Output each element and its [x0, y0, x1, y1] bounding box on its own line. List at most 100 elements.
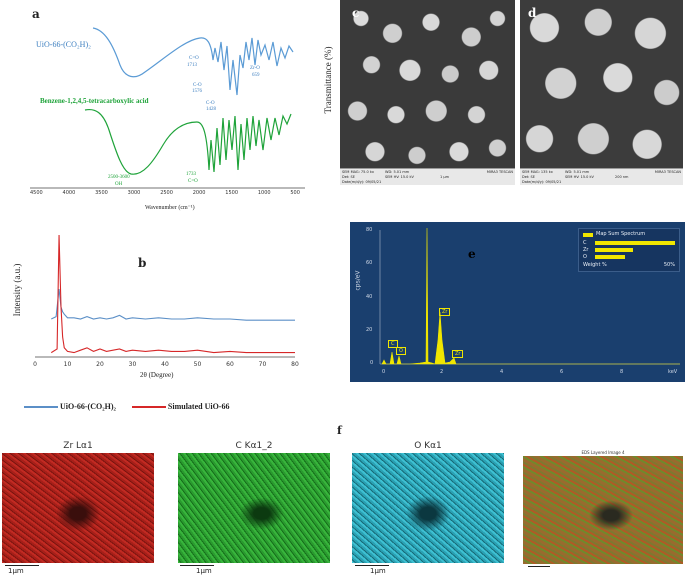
sem-c-det: Det: SE [342, 175, 355, 179]
ftir-x-tick: 3000 [127, 190, 141, 196]
xrd-x-tick-label: 0 [33, 361, 37, 368]
edx-spectrum [379, 227, 680, 365]
map-scale-c: 1μm [196, 567, 212, 575]
edx-y-tick: 0 [370, 360, 374, 366]
edx-y-tick: 20 [366, 327, 373, 333]
map-c [178, 453, 330, 563]
edx-peak-zr: Zr [439, 308, 451, 316]
panel-label-b: b [138, 256, 147, 270]
ftir-x-tick: 4500 [30, 190, 43, 196]
ftir-annot-659: 659 [252, 73, 260, 78]
panel-label-c: c [352, 6, 360, 20]
map-o [352, 453, 504, 563]
ftir-annot-1428: 1428 [206, 107, 216, 112]
ftir-x-tick: 4000 [62, 190, 76, 196]
xrd-x-tick-label: 70 [259, 361, 267, 368]
map-scale-o: 1μm [370, 567, 386, 575]
edx-y-label: cps/eV [354, 270, 362, 291]
sem-c-brand: MIRA3 TESCAN [486, 170, 513, 174]
map-title-layered: EDS Layered Image 4 [581, 450, 625, 455]
sem-info-bar-d: SEM MAG: 135 kx Det: SE Date(m/d/y): 09/… [520, 168, 683, 185]
edx-panel: cps/eV 80 60 40 20 0 0 2 4 6 8 keV C O Z… [350, 222, 685, 382]
sem-d-scale: 200 nm [615, 175, 629, 179]
edx-x-tick: 4 [500, 369, 504, 375]
legend-swatch-uio66-co2h2 [24, 406, 58, 409]
edx-legend: Map Sum Spectrum C Zr O Weight % 50% [578, 228, 680, 272]
ftir-y-label: Transmittance (%) [323, 46, 333, 114]
edx-legend-swatch [583, 233, 593, 237]
ftir-x-tick: 500 [290, 190, 300, 196]
sem-c-date: Date(m/d/y): 09/05/21 [342, 180, 382, 184]
legend-label-uio66-co2h2: UiO-66-(CO₂H)₂ [60, 402, 116, 411]
legend-swatch-simulated [131, 406, 166, 409]
ftir-top-series-label: UiO-66-(CO₂H)₂ [36, 40, 91, 49]
sem-image-c: c SEM MAG: 75.0 kx Det: SE Date(m/d/y): … [340, 0, 515, 185]
sem-d-mag: SEM MAG: 135 kx [522, 170, 553, 174]
ftir-annot-oh: OH [115, 182, 123, 187]
xrd-x-tick-label: 80 [291, 361, 299, 368]
ftir-annot-1713: 1713 [187, 63, 197, 68]
ftir-x-tick: 3500 [95, 190, 108, 196]
ftir-x-tick: 1000 [257, 190, 271, 196]
xrd-x-tick-label: 50 [194, 361, 202, 368]
edx-weight-label: Weight % [583, 262, 607, 268]
xrd-x-tick-label: 60 [226, 361, 234, 368]
ftir-annot-co: C=O [189, 56, 199, 61]
xrd-x-tick-label: 40 [161, 361, 169, 368]
edx-y-tick: 40 [366, 294, 373, 300]
edx-x-tick: 2 [440, 369, 444, 375]
edx-legend-bar-zr [595, 248, 633, 252]
edx-legend-el-zr: Zr [583, 247, 589, 253]
ftir-annot-1576: 1576 [192, 89, 202, 94]
sem-c-scale: 1 μm [440, 175, 449, 179]
edx-legend-bar-c [595, 241, 675, 245]
xrd-x-tick-label: 10 [64, 361, 72, 368]
map-title-o: O Kα1 [414, 441, 442, 451]
sem-d-hv: SEM HV: 15.0 kV [565, 175, 594, 179]
xrd-series-simulated [50, 234, 295, 354]
edx-weight-value: 50% [663, 262, 675, 268]
ftir-bottom-curve [84, 108, 292, 175]
sem-c-wd: WD: 5.01 mm [385, 170, 410, 174]
ftir-x-ticks: 4500 4000 3500 3000 2500 2000 1500 1000 … [30, 190, 300, 196]
edx-x-tick: 8 [620, 369, 624, 375]
ftir-annot-co3: C-O [206, 101, 215, 106]
map-scale-bar-layered [528, 566, 550, 567]
edx-x-tick: 6 [560, 369, 564, 375]
edx-peaks [381, 227, 680, 365]
map-scale-bar-zr [5, 565, 39, 566]
xrd-x-tick-label: 30 [129, 361, 137, 368]
map-title-c: C Kα1_2 [235, 441, 273, 451]
ftir-annot-zro: Zr-O [250, 66, 260, 71]
edx-peak-c: C [388, 340, 398, 348]
map-layered [523, 456, 683, 564]
map-title-zr: Zr Lα1 [63, 441, 93, 451]
ftir-x-label: Wavenumber (cm⁻¹) [145, 205, 195, 211]
map-scale-zr: 1μm [8, 567, 24, 575]
map-zr [2, 453, 154, 563]
sem-d-det: Det: SE [522, 175, 535, 179]
sem-d-date: Date(m/d/y): 09/05/21 [522, 180, 562, 184]
map-scale-bar-c [180, 565, 214, 566]
xrd-series-uio66-co2h2 [51, 288, 295, 321]
sem-info-bar-c: SEM MAG: 75.0 kx Det: SE Date(m/d/y): 09… [340, 168, 515, 185]
edx-peak-zr-2: Zr [452, 350, 464, 358]
sem-d-brand: MIRA3 TESCAN [654, 170, 681, 174]
edx-peak-o: O [396, 347, 406, 355]
sem-c-hv: SEM HV: 15.0 kV [385, 175, 414, 179]
edx-y-tick: 80 [366, 227, 373, 233]
sem-d-wd: WD: 5.01 mm [565, 170, 590, 174]
ftir-x-tick: 2500 [160, 190, 173, 196]
panel-label-d: d [528, 6, 537, 20]
sem-image-d: d SEM MAG: 135 kx Det: SE Date(m/d/y): 0… [520, 0, 683, 185]
xrd-x-tick-label: 20 [96, 361, 104, 368]
edx-x-label: keV [668, 369, 678, 375]
edx-x-tick: 0 [382, 369, 386, 375]
ftir-annot-1733: 1733 [186, 172, 196, 177]
ftir-annot-co2: C-O [193, 83, 202, 88]
ftir-x-tick: 2000 [192, 190, 206, 196]
ftir-x-tick: 1500 [225, 190, 239, 196]
map-scale-bar-o [355, 565, 389, 566]
legend-label-simulated: Simulated UiO-66 [167, 402, 230, 411]
xrd-legend: UiO-66-(CO₂H)₂ Simulated UiO-66 [24, 402, 229, 411]
